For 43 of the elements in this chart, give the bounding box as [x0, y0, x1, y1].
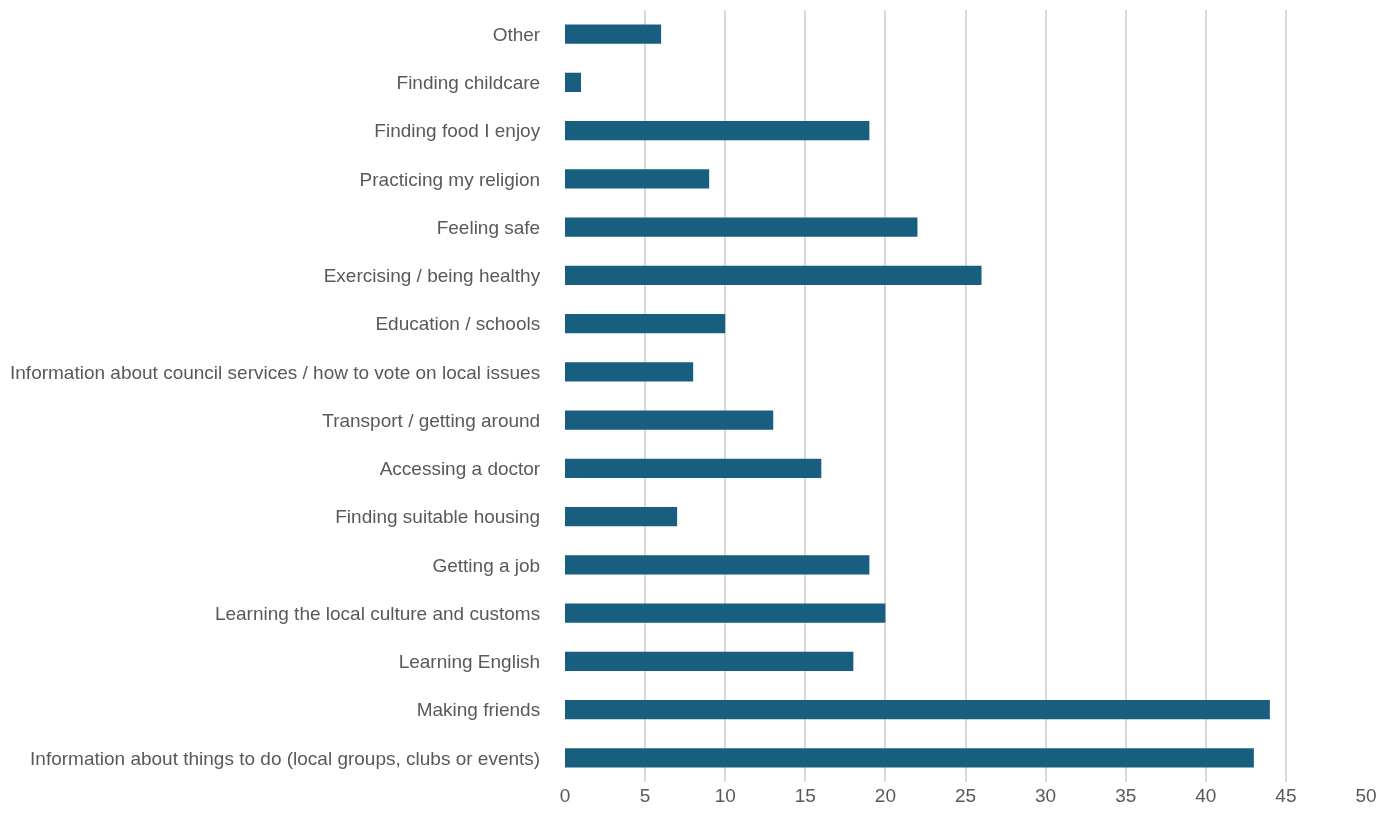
bar — [565, 410, 774, 430]
y-tick-label: Information about things to do (local groups, clubs or events) — [30, 747, 541, 769]
y-tick-label: Finding food I enjoy — [374, 120, 541, 142]
y-tick-label: Making friends — [416, 699, 541, 721]
bar — [565, 217, 918, 237]
bar — [565, 603, 886, 623]
bar — [565, 169, 710, 189]
bar — [565, 506, 678, 527]
x-tick-label: 15 — [794, 785, 816, 806]
bar — [565, 748, 1254, 768]
bar — [565, 458, 822, 479]
y-tick-label: Accessing a doctor — [379, 458, 541, 480]
y-tick-label: Feeling safe — [436, 216, 541, 238]
y-tick-label: Transport / getting around — [322, 409, 541, 431]
y-tick-label: Finding childcare — [396, 72, 541, 94]
x-tick-label: 25 — [954, 785, 977, 806]
y-tick-label: Practicing my religion — [359, 168, 541, 190]
y-tick-label: Education / schools — [375, 313, 541, 335]
x-tick-label: 45 — [1275, 785, 1297, 806]
bar — [565, 651, 854, 672]
x-tick-label: 5 — [639, 785, 651, 806]
y-tick-label: Other — [492, 23, 541, 45]
y-tick-label: Finding suitable housing — [335, 506, 541, 528]
y-tick-label: Getting a job — [432, 554, 541, 576]
x-tick-label: 40 — [1195, 785, 1217, 806]
bar — [565, 265, 982, 286]
x-tick-label: 35 — [1115, 785, 1137, 806]
bar — [565, 699, 1270, 720]
bar — [565, 24, 662, 44]
x-tick-label: 50 — [1355, 785, 1377, 806]
bar — [565, 313, 726, 334]
x-tick-label: 10 — [714, 785, 736, 806]
x-tick-label: 0 — [559, 785, 571, 806]
x-tick-label: 20 — [874, 785, 896, 806]
y-tick-label: Information about council services / how to vote on local issues — [10, 361, 541, 383]
y-tick-label: Learning the local culture and customs — [214, 602, 541, 624]
bar — [565, 555, 870, 575]
bar — [565, 120, 870, 141]
bar — [565, 72, 582, 93]
y-tick-label: Learning English — [398, 651, 541, 673]
x-tick-label: 30 — [1035, 785, 1057, 806]
bar — [565, 362, 694, 382]
y-tick-label: Exercising / being healthy — [323, 265, 541, 287]
